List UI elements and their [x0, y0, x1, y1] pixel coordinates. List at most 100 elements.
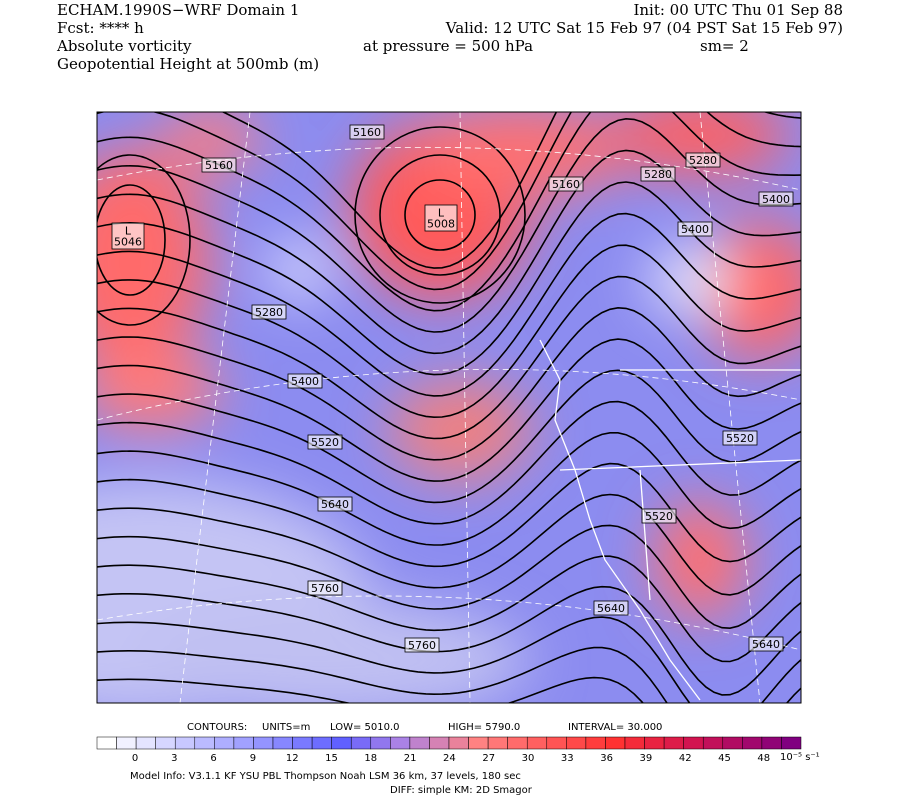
contour-line [97, 212, 801, 397]
contour-label: 5160 [552, 178, 580, 191]
contour-line [97, 524, 801, 630]
colorbar-label: 24 [443, 753, 456, 764]
colorbar-swatch [566, 736, 587, 750]
colorbar-swatch [605, 736, 626, 750]
contour-label: 5280 [644, 168, 672, 181]
colorbar-swatch [761, 736, 782, 750]
label-box [722, 430, 758, 446]
colorbar-swatch [194, 736, 215, 750]
colorbar-swatch [702, 736, 724, 750]
contour-ring [354, 126, 526, 304]
colorbar-swatch [663, 736, 684, 750]
label-box [111, 222, 145, 250]
label-box [641, 508, 677, 524]
contour-line [97, 493, 801, 596]
colorbar: 0 3 6 9 12 15 18 21 24 27 30 33 36 39 42 45 48 10⁻⁵ s⁻¹ [96, 736, 820, 764]
contour-label: 5280 [689, 154, 717, 167]
header-line: ECHAM.1990S−WRF Domain 1 [57, 1, 299, 19]
contour-line [97, 646, 801, 703]
colorbar-swatch [468, 736, 489, 750]
colorbar-swatch [390, 736, 411, 750]
colorbar-label: 48 [757, 753, 770, 764]
contour-ring [97, 154, 191, 326]
contour-label: 5160 [353, 126, 381, 139]
header-line: Geopotential Height at 500mb (m) [57, 55, 319, 73]
label-box [307, 580, 343, 596]
label-box [201, 157, 237, 173]
colorbar-label: 9 [250, 753, 256, 764]
contour-label: 5400 [291, 375, 319, 388]
colorbar-swatch [429, 736, 450, 750]
colorbar-label: 42 [679, 753, 692, 764]
header-line: Absolute vorticity [56, 37, 192, 55]
colorbar-label: 33 [561, 753, 574, 764]
colorbar-swatch [116, 736, 137, 750]
colorbar-swatch [448, 736, 469, 750]
colorbar-label: 12 [286, 753, 299, 764]
colorbar-swatch [585, 736, 606, 750]
colorbar-label: 3 [171, 753, 177, 764]
colorbar-unit: 10⁻⁵ s⁻¹ [780, 752, 820, 763]
colorbar-swatch [624, 736, 645, 750]
model-info: Model Info: V3.1.1 KF YSU PBL Thompson N… [130, 771, 521, 782]
colorbar-swatch [174, 736, 196, 750]
contours-units: UNITS=m [262, 722, 310, 733]
contours-title: CONTOURS: [187, 722, 247, 733]
colorbar-label: 18 [364, 753, 377, 764]
contour-line [97, 244, 801, 419]
colorbar-swatch [135, 736, 156, 750]
contour-label: 5640 [597, 602, 625, 615]
contour-label: 5160 [205, 159, 233, 172]
label-box [307, 434, 343, 450]
colorbar-label: 21 [404, 753, 417, 764]
contour-ring [379, 154, 501, 276]
label-box [424, 204, 458, 232]
label-box [677, 221, 713, 237]
contours-interval: INTERVAL= 30.000 [568, 722, 662, 733]
colorbar-label: 30 [522, 753, 535, 764]
contour-ring [404, 179, 476, 251]
label-box [404, 637, 440, 653]
colorbar-swatch [722, 736, 743, 750]
smoothing: sm= 2 [700, 37, 749, 55]
contour-line [97, 616, 801, 703]
diff-info: DIFF: simple KM: 2D Smagor [390, 785, 533, 796]
contour-label: 5400 [762, 193, 790, 206]
contour-label: L [438, 207, 445, 220]
contour-line [97, 555, 801, 663]
valid-time: Valid: 12 UTC Sat 15 Feb 97 (04 PST Sat … [445, 19, 843, 37]
colorbar-swatch [233, 736, 254, 750]
map-area [97, 112, 801, 703]
colorbar-label: 6 [210, 753, 216, 764]
contour-line [97, 432, 801, 546]
lat-lon-grid [97, 112, 801, 703]
colorbar-swatch [350, 736, 372, 750]
colorbar-swatch [96, 736, 117, 750]
colorbar-swatch [155, 736, 176, 750]
contour-label: 5760 [311, 582, 339, 595]
colorbar-swatch [370, 736, 391, 750]
contour-line [97, 462, 801, 568]
contour-label: 5640 [752, 638, 780, 651]
label-box [593, 600, 629, 616]
init-time: Init: 00 UTC Thu 01 Sep 88 [633, 1, 843, 19]
label-box [548, 176, 584, 192]
label-box [287, 373, 323, 389]
contour-line [97, 149, 801, 355]
contour-label: 5046 [114, 236, 142, 249]
contour-line [97, 275, 801, 440]
contour-line [97, 585, 801, 696]
contours-high: HIGH= 5790.0 [448, 722, 520, 733]
colorbar-swatch [272, 736, 293, 750]
colorbar-label: 36 [600, 753, 613, 764]
colorbar-swatch [781, 736, 802, 750]
label-box [685, 152, 721, 168]
label-box [758, 191, 794, 207]
contour-label: 5400 [681, 223, 709, 236]
contour-line [97, 369, 801, 504]
label-box [317, 496, 353, 512]
contour-label: 5280 [255, 306, 283, 319]
header-line: Fcst: **** h [57, 19, 144, 37]
colorbar-swatch [546, 736, 567, 750]
